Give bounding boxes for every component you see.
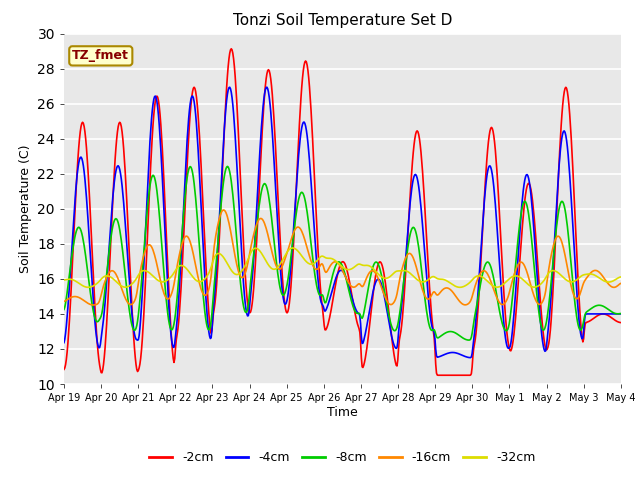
Text: TZ_fmet: TZ_fmet bbox=[72, 49, 129, 62]
Y-axis label: Soil Temperature (C): Soil Temperature (C) bbox=[19, 144, 31, 273]
Title: Tonzi Soil Temperature Set D: Tonzi Soil Temperature Set D bbox=[233, 13, 452, 28]
X-axis label: Time: Time bbox=[327, 406, 358, 419]
Legend: -2cm, -4cm, -8cm, -16cm, -32cm: -2cm, -4cm, -8cm, -16cm, -32cm bbox=[145, 446, 540, 469]
